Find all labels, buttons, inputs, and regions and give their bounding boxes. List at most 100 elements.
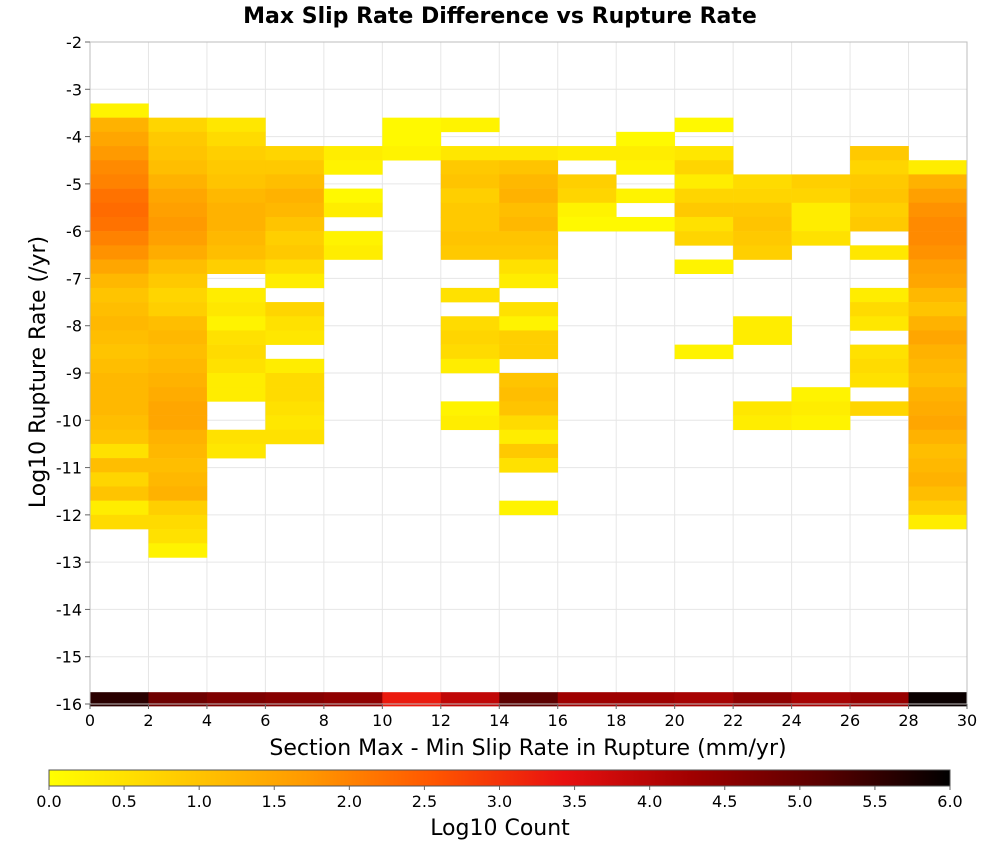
heatmap-cell [90,259,149,274]
heatmap-cell [265,316,325,331]
heatmap-cell [557,146,617,161]
heatmap-cell [908,302,968,317]
heatmap-cell-bottom-row [440,692,500,707]
heatmap-cell-bottom-row [908,692,968,707]
heatmap-cell [674,188,734,204]
colorbar-label: Log10 Count [430,816,570,841]
heatmap-cell [90,514,149,530]
heatmap-cell [323,160,383,175]
heatmap-cell [206,188,266,204]
colorbar-tick-label: 0.0 [36,792,61,811]
heatmap-cell [90,287,149,303]
heatmap-cell [265,160,325,175]
heatmap-cell [674,202,734,218]
heatmap-cell [791,202,851,218]
heatmap-cell [90,160,149,175]
heatmap-cell [850,287,909,303]
heatmap-cell [90,429,149,445]
heatmap-cell [850,302,909,317]
y-tick-label: -7 [66,269,82,288]
heatmap-cell [850,316,909,331]
heatmap-cells [90,103,968,707]
heatmap-cell [148,472,208,487]
heatmap-cell [148,316,208,331]
heatmap-cell [148,160,208,175]
heatmap-cell [499,202,559,218]
heatmap-cell [908,387,968,402]
heatmap-cell [90,401,149,416]
heatmap-cell [382,131,442,147]
heatmap-cell [733,330,792,345]
heatmap-cell [90,202,149,218]
heatmap-cell [908,415,968,431]
heatmap-cell [733,216,792,232]
x-tick-label: 30 [957,711,977,730]
heatmap-cell [148,443,208,459]
heatmap-cell [206,429,266,445]
heatmap-cell [148,202,208,218]
heatmap-cell [206,259,266,274]
heatmap-cell [90,387,149,402]
heatmap-cell [616,146,675,161]
y-tick-label: -13 [56,553,82,572]
heatmap-cell [90,500,149,516]
heatmap-cell [148,401,208,416]
colorbar-tick-label: 5.5 [862,792,887,811]
heatmap-cell [908,231,968,246]
x-tick-label: 6 [260,711,270,730]
heatmap-cell [148,373,208,388]
heatmap-cell [440,202,500,218]
colorbar-ticks: 0.0 0.5 1.0 1.5 2.0 2.5 3.0 3.5 4.0 4.5 5.0 5.5 6.0 [36,786,963,811]
x-tick-label: 10 [372,711,392,730]
heatmap-cell [206,443,266,459]
heatmap-cell [908,216,968,232]
colorbar-tick-label: 2.5 [412,792,437,811]
heatmap-cell [499,174,559,189]
heatmap-cell [90,245,149,260]
heatmap-cell-bottom-row [733,692,792,707]
heatmap-cell [265,188,325,204]
colorbar-tick-label: 6.0 [937,792,962,811]
heatmap-cell [265,273,325,289]
heatmap-cell [908,245,968,260]
y-tick-label: -16 [56,695,82,714]
x-tick-label: 12 [431,711,451,730]
heatmap-cell [148,458,208,473]
heatmap-cell [499,316,559,331]
heatmap-cell [265,174,325,189]
colorbar-tick-label: 4.0 [637,792,662,811]
heatmap-cell [148,302,208,317]
heatmap-cell [265,202,325,218]
heatmap-cell [850,344,909,360]
heatmap-cell [206,344,266,360]
heatmap-cell [148,486,208,501]
heatmap-cell [440,415,500,431]
heatmap-cell [499,458,559,473]
heatmap-cell [499,146,559,161]
x-tick-label: 18 [606,711,626,730]
heatmap-cell [148,415,208,431]
heatmap-cell [440,146,500,161]
heatmap-cell [148,216,208,232]
heatmap-cell-bottom-row [791,692,851,707]
y-tick-label: -2 [66,33,82,52]
heatmap-cell [908,514,968,530]
heatmap-cell [440,358,500,374]
heatmap-cell [733,188,792,204]
colorbar-tick-label: 5.0 [787,792,812,811]
heatmap-cell [265,401,325,416]
heatmap-cell [90,131,149,147]
heatmap-cell [791,387,851,402]
heatmap-cell [265,146,325,161]
heatmap-cell [382,117,442,133]
heatmap-cell [148,245,208,260]
heatmap-cell [265,231,325,246]
heatmap-cell [323,146,383,161]
heatmap-cell [148,287,208,303]
heatmap-cell [499,415,559,431]
x-tick-label: 0 [85,711,95,730]
heatmap-cell [674,160,734,175]
heatmap-cell [206,174,266,189]
heatmap-cell [850,146,909,161]
